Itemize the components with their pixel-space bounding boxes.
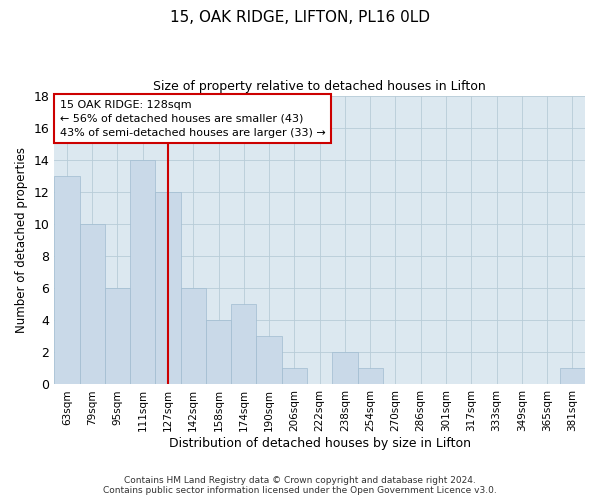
Bar [155,192,181,384]
Bar [358,368,383,384]
Text: 15, OAK RIDGE, LIFTON, PL16 0LD: 15, OAK RIDGE, LIFTON, PL16 0LD [170,10,430,25]
Bar [560,368,585,384]
Title: Size of property relative to detached houses in Lifton: Size of property relative to detached ho… [153,80,486,93]
Bar [130,160,155,384]
Bar [105,288,130,384]
Text: 15 OAK RIDGE: 128sqm
← 56% of detached houses are smaller (43)
43% of semi-detac: 15 OAK RIDGE: 128sqm ← 56% of detached h… [59,100,325,138]
Bar [206,320,231,384]
Bar [54,176,80,384]
Bar [332,352,358,384]
Bar [231,304,256,384]
Bar [282,368,307,384]
Y-axis label: Number of detached properties: Number of detached properties [15,147,28,333]
Bar [181,288,206,384]
X-axis label: Distribution of detached houses by size in Lifton: Distribution of detached houses by size … [169,437,470,450]
Bar [256,336,282,384]
Text: Contains HM Land Registry data © Crown copyright and database right 2024.
Contai: Contains HM Land Registry data © Crown c… [103,476,497,495]
Bar [80,224,105,384]
